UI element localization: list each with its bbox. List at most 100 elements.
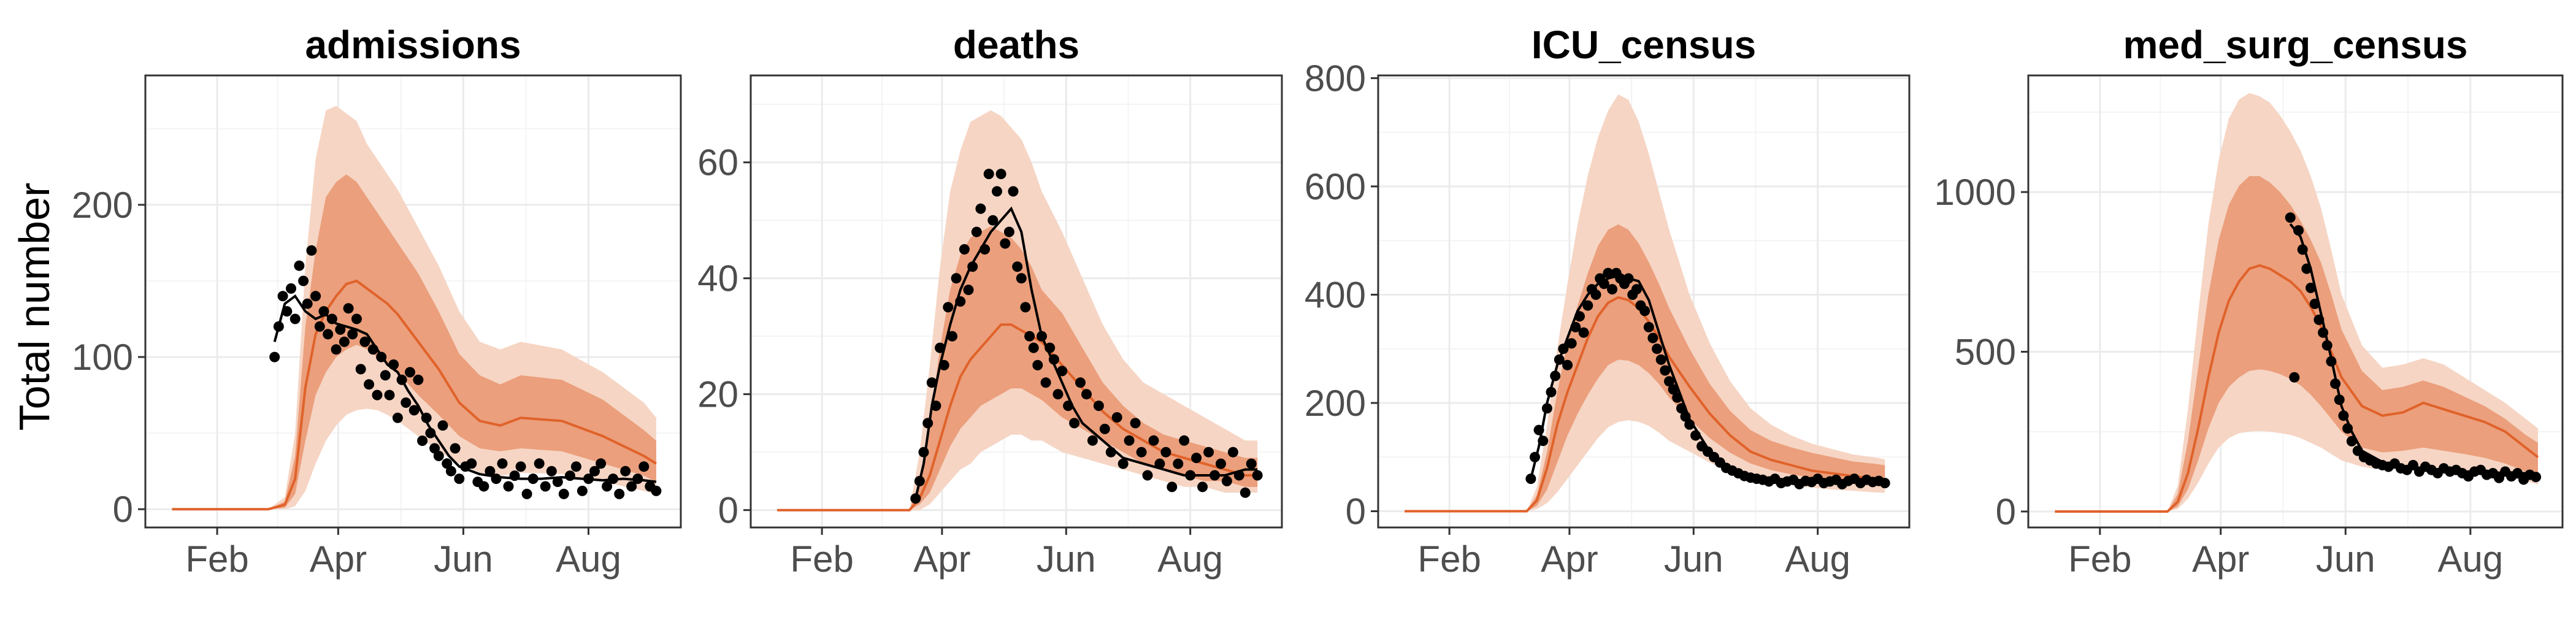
observed-point bbox=[1105, 447, 1116, 458]
observed-point bbox=[396, 374, 407, 385]
observed-point bbox=[1052, 389, 1064, 400]
observed-point bbox=[975, 203, 986, 214]
observed-point bbox=[979, 244, 991, 255]
observed-point bbox=[1233, 470, 1244, 481]
observed-point bbox=[515, 461, 526, 472]
facet-panels: admissions 0 100 200 Feb Apr Jun Aug deaths 0 20 40… bbox=[72, 23, 2564, 580]
x-tick-label: Aug bbox=[556, 539, 621, 580]
x-tick-label: Apr bbox=[310, 539, 367, 580]
observed-point bbox=[527, 473, 539, 485]
observed-point bbox=[1227, 447, 1238, 458]
observed-point bbox=[1185, 470, 1196, 481]
observed-point bbox=[466, 458, 477, 469]
observed-point bbox=[1246, 458, 1257, 469]
observed-point bbox=[2334, 394, 2345, 405]
observed-point bbox=[1664, 376, 1674, 387]
y-tick-label: 800 bbox=[1305, 58, 1366, 99]
x-tick-label: Apr bbox=[1541, 539, 1598, 580]
observed-point bbox=[943, 302, 954, 313]
observed-point bbox=[914, 475, 925, 486]
panel-title: med_surg_census bbox=[2123, 23, 2467, 67]
observed-point bbox=[1879, 478, 1890, 489]
observed-point bbox=[1558, 343, 1569, 355]
observed-point bbox=[2338, 410, 2349, 421]
observed-point bbox=[1676, 403, 1687, 414]
observed-point bbox=[277, 291, 288, 302]
observed-point bbox=[1040, 377, 1051, 388]
observed-point bbox=[351, 313, 362, 324]
observed-point bbox=[955, 296, 966, 307]
observed-point bbox=[1533, 424, 1544, 435]
x-tick-label: Feb bbox=[2068, 539, 2131, 580]
observed-point bbox=[1000, 238, 1011, 249]
observed-point bbox=[380, 370, 391, 381]
observed-point bbox=[614, 488, 625, 499]
observed-point bbox=[359, 336, 370, 347]
panel-title: deaths bbox=[953, 23, 1079, 67]
y-tick-label: 0 bbox=[1346, 491, 1366, 532]
y-tick-label: 500 bbox=[1955, 332, 2016, 373]
observed-point bbox=[355, 364, 366, 375]
observed-point bbox=[2297, 244, 2308, 255]
observed-point bbox=[372, 389, 383, 401]
observed-point bbox=[521, 488, 532, 499]
panel-title: ICU_census bbox=[1531, 23, 1756, 67]
observed-point bbox=[1012, 261, 1023, 272]
observed-point bbox=[1087, 435, 1098, 446]
observed-point bbox=[367, 344, 378, 355]
observed-point bbox=[1603, 267, 1614, 278]
observed-point bbox=[620, 466, 631, 477]
observed-point bbox=[1216, 458, 1226, 469]
y-tick-label: 20 bbox=[697, 374, 738, 415]
x-tick-label: Apr bbox=[2192, 539, 2249, 580]
observed-point bbox=[286, 283, 296, 294]
observed-point bbox=[1655, 354, 1666, 365]
x-tick-label: Feb bbox=[1417, 539, 1481, 580]
observed-point bbox=[540, 481, 551, 492]
observed-point bbox=[1578, 327, 1589, 338]
observed-point bbox=[1570, 321, 1581, 332]
observed-point bbox=[589, 466, 600, 477]
observed-point bbox=[1063, 401, 1074, 412]
observed-point bbox=[1582, 300, 1593, 311]
observed-point bbox=[326, 313, 337, 324]
observed-point bbox=[1240, 487, 1251, 498]
observed-point bbox=[1672, 392, 1683, 403]
observed-point bbox=[433, 450, 444, 461]
median-line bbox=[1405, 296, 1885, 513]
observed-point bbox=[289, 313, 301, 324]
observed-point bbox=[938, 359, 949, 370]
panel-border bbox=[2027, 74, 2564, 529]
observed-point bbox=[596, 458, 607, 469]
observed-point bbox=[602, 481, 613, 492]
panel-title: admissions bbox=[305, 23, 521, 67]
observed-point bbox=[384, 389, 395, 401]
observed-point bbox=[343, 303, 354, 314]
observed-point bbox=[1037, 331, 1047, 342]
observed-point bbox=[331, 344, 342, 355]
observed-point bbox=[1045, 342, 1056, 353]
y-tick-label: 0 bbox=[113, 489, 133, 530]
y-tick-label: 1000 bbox=[1934, 172, 2016, 213]
observed-point bbox=[1562, 359, 1573, 370]
median-line bbox=[172, 279, 657, 511]
observed-point bbox=[1197, 481, 1208, 493]
observed-point bbox=[1538, 435, 1549, 447]
observed-point bbox=[405, 367, 415, 378]
observed-point bbox=[947, 331, 957, 342]
observed-point bbox=[552, 477, 563, 488]
observed-point bbox=[1032, 359, 1043, 370]
observed-point bbox=[442, 458, 453, 469]
observed-point bbox=[1566, 338, 1577, 349]
y-tick-label: 40 bbox=[697, 258, 738, 299]
plot-area bbox=[1405, 94, 1890, 513]
observed-point bbox=[638, 461, 650, 472]
observed-point bbox=[425, 427, 436, 439]
observed-point bbox=[302, 298, 313, 309]
observed-point bbox=[1130, 418, 1141, 429]
observed-point bbox=[951, 273, 962, 284]
observed-point bbox=[2306, 282, 2316, 293]
observed-point bbox=[454, 473, 465, 485]
x-tick-label: Jun bbox=[1664, 539, 1723, 580]
